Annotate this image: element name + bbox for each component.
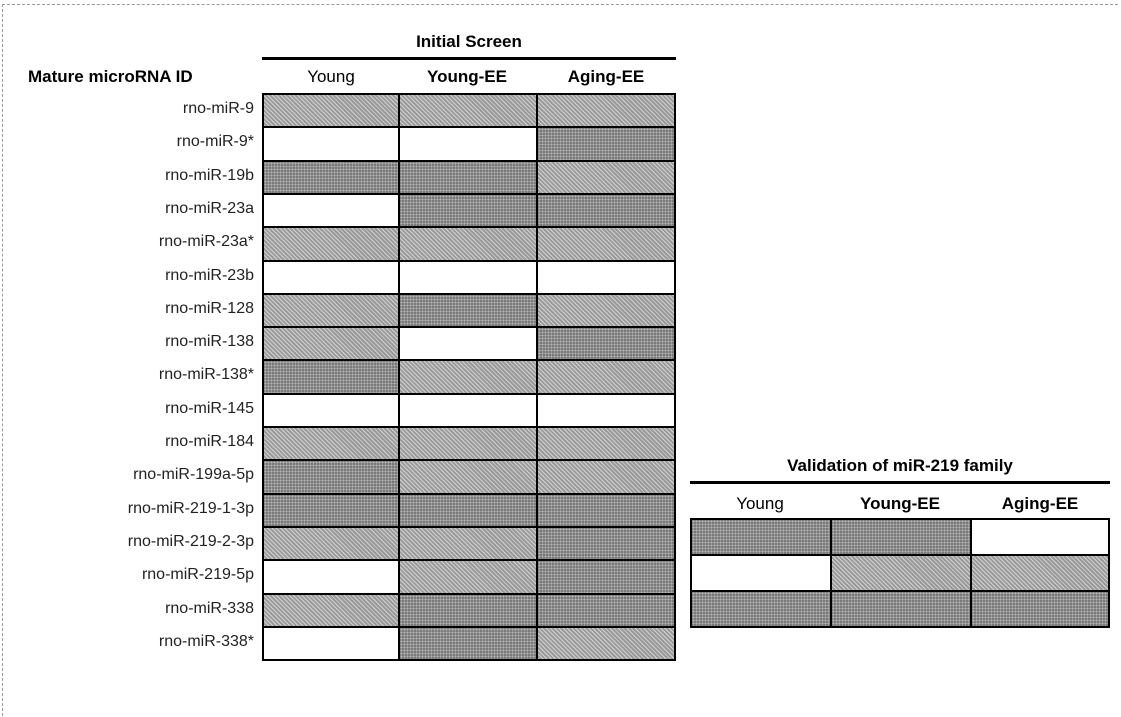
microrna-id-label: rno-miR-338 [165,600,254,617]
heatmap-cell [536,160,676,195]
heatmap-cell [536,226,676,262]
microrna-id-label: rno-miR-138 [165,333,254,350]
column-header-young-ee: Young-EE [427,67,507,86]
heatmap-cell [262,359,400,395]
heatmap-cell [536,260,676,295]
validation-cell [970,518,1110,556]
heatmap-cell [536,326,676,361]
heatmap-cell [398,293,538,328]
heatmap-cell [262,559,400,595]
validation-cell [830,590,972,628]
heatmap-cell [262,626,400,661]
heatmap-cell [536,593,676,628]
heatmap-cell [398,426,538,461]
figure-frame [2,4,1118,716]
heatmap-cell [398,526,538,561]
validation-cell [690,518,832,556]
heatmap-cell [262,459,400,495]
heatmap-cell [262,260,400,295]
heatmap-cell [262,593,400,628]
heatmap-cell [262,493,400,528]
heatmap-cell [536,526,676,561]
heatmap-cell [398,559,538,595]
microrna-id-label: rno-miR-219-2-3p [127,533,254,550]
heatmap-cell [536,459,676,495]
heatmap-cell [536,193,676,228]
microrna-id-label: rno-miR-19b [165,167,254,184]
heatmap-cell [262,93,400,128]
heatmap-cell [262,526,400,561]
validation-header-aging-ee: Aging-EE [1001,494,1079,513]
heatmap-cell [398,93,538,128]
microrna-id-label: rno-miR-338* [158,633,254,650]
heatmap-cell [398,160,538,195]
microrna-id-label: rno-miR-23a [165,200,254,217]
validation-cell [690,554,832,592]
heatmap-cell [398,260,538,295]
heatmap-cell [398,393,538,428]
id-column-header: Mature microRNA ID [28,67,193,86]
heatmap-cell [398,493,538,528]
microrna-id-label: rno-miR-145 [165,400,254,417]
initial-screen-rule [262,57,676,60]
heatmap-cell [536,293,676,328]
heatmap-cell [398,126,538,162]
validation-cell [970,554,1110,592]
heatmap-cell [262,160,400,195]
heatmap-cell [536,426,676,461]
heatmap-cell [398,459,538,495]
initial-screen-title: Initial Screen [416,32,522,51]
heatmap-cell [536,559,676,595]
validation-cell [970,590,1110,628]
heatmap-cell [262,293,400,328]
column-header-aging-ee: Aging-EE [567,67,645,86]
heatmap-cell [398,626,538,661]
validation-rule [690,481,1110,484]
heatmap-cell [262,193,400,228]
heatmap-cell [262,426,400,461]
validation-header-young: Young [736,494,784,513]
validation-title: Validation of miR-219 family [787,456,1013,475]
heatmap-cell [398,226,538,262]
validation-cell [830,554,972,592]
heatmap-cell [536,126,676,162]
heatmap-cell [398,593,538,628]
heatmap-cell [398,193,538,228]
validation-cell [690,590,832,628]
microrna-id-label: rno-miR-138* [158,366,254,383]
microrna-id-label: rno-miR-23a* [158,233,254,250]
column-header-young: Young [307,67,355,86]
heatmap-cell [536,93,676,128]
microrna-id-label: rno-miR-219-5p [141,566,254,583]
heatmap-cell [262,326,400,361]
validation-header-young-ee: Young-EE [860,494,940,513]
heatmap-cell [536,359,676,395]
microrna-id-label: rno-miR-199a-5p [133,466,254,483]
heatmap-cell [262,393,400,428]
heatmap-cell [262,126,400,162]
heatmap-cell [398,326,538,361]
validation-cell [830,518,972,556]
microrna-id-label: rno-miR-184 [165,433,254,450]
heatmap-cell [536,393,676,428]
microrna-id-label: rno-miR-9* [176,133,254,150]
heatmap-cell [536,626,676,661]
heatmap-cell [262,226,400,262]
heatmap-cell [398,359,538,395]
microrna-id-label: rno-miR-219-1-3p [127,500,254,517]
microrna-id-label: rno-miR-23b [165,267,254,284]
microrna-id-label: rno-miR-128 [165,300,254,317]
heatmap-cell [536,493,676,528]
microrna-id-label: rno-miR-9 [182,100,254,117]
